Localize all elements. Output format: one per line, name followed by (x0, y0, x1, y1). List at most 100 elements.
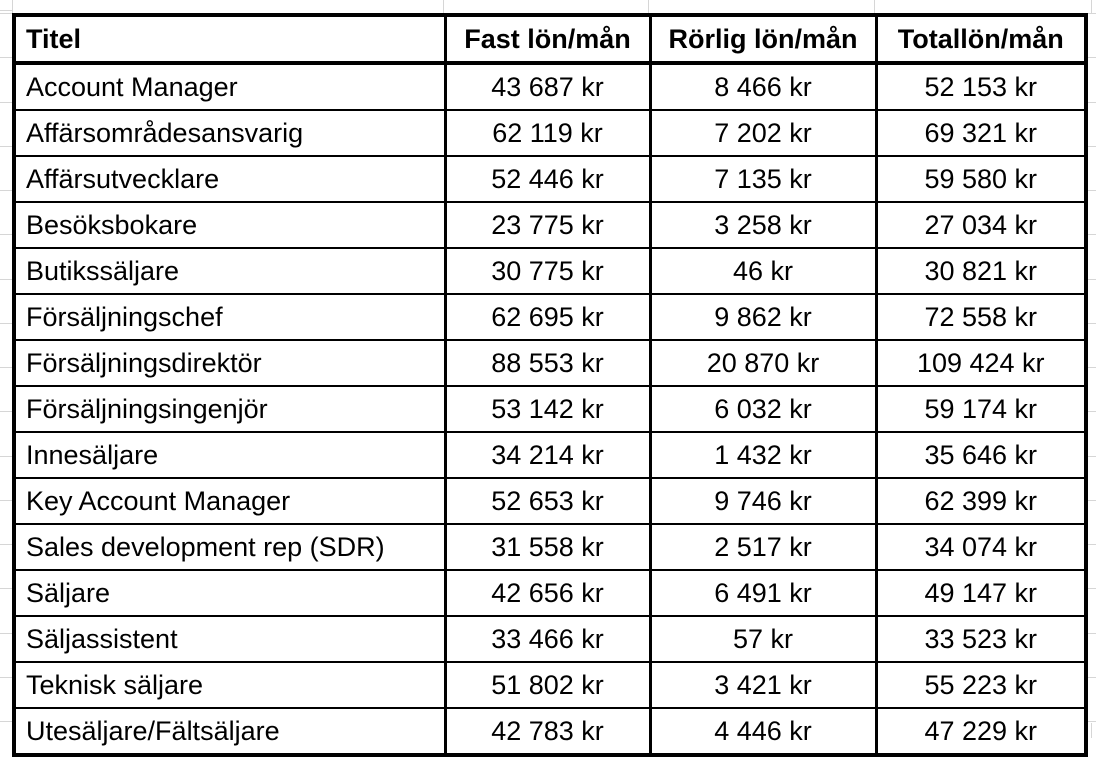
value-cell[interactable]: 30 821 kr (874, 247, 1088, 295)
value-cell[interactable]: 57 kr (648, 615, 878, 663)
spreadsheet-gridline (1084, 146, 1096, 147)
value-cell[interactable]: 3 421 kr (648, 661, 878, 709)
value-cell[interactable]: 7 202 kr (648, 109, 878, 157)
value-cell[interactable]: 55 223 kr (874, 661, 1088, 709)
spreadsheet-gridline (0, 190, 12, 191)
title-cell[interactable]: Säljare (12, 569, 447, 617)
spreadsheet-gridline (1084, 13, 1096, 14)
value-cell[interactable]: 52 653 kr (443, 477, 652, 525)
value-cell[interactable]: 9 746 kr (648, 477, 878, 525)
spreadsheet-gridline (1084, 677, 1096, 678)
value-cell[interactable]: 52 446 kr (443, 155, 652, 203)
column-header[interactable]: Totallön/mån (874, 14, 1088, 65)
title-cell[interactable]: Affärsområdesansvarig (12, 109, 447, 157)
spreadsheet-gridline (0, 10, 12, 11)
value-cell[interactable]: 62 695 kr (443, 293, 652, 341)
table-row: Innesäljare 34 214 kr 1 432 kr 35 646 kr (12, 431, 1088, 479)
spreadsheet-gridline (12, 0, 13, 13)
spreadsheet-gridline (0, 367, 12, 368)
table-row: Besöksbokare 23 775 kr 3 258 kr 27 034 kr (12, 201, 1088, 249)
value-cell[interactable]: 59 174 kr (874, 385, 1088, 433)
title-cell[interactable]: Försäljningsingenjör (12, 385, 447, 433)
table-row: Sales development rep (SDR) 31 558 kr 2 51… (12, 523, 1088, 571)
value-cell[interactable]: 9 862 kr (648, 293, 878, 341)
column-header[interactable]: Titel (12, 14, 447, 65)
value-cell[interactable]: 4 446 kr (648, 707, 878, 756)
value-cell[interactable]: 33 466 kr (443, 615, 652, 663)
value-cell[interactable]: 7 135 kr (648, 155, 878, 203)
title-cell[interactable]: Sales development rep (SDR) (12, 523, 447, 571)
spreadsheet-gridline (0, 721, 12, 722)
value-cell[interactable]: 30 775 kr (443, 247, 652, 295)
value-cell[interactable]: 59 580 kr (874, 155, 1088, 203)
table-row: Säljassistent 33 466 kr 57 kr 33 523 kr (12, 615, 1088, 663)
spreadsheet-gridline (1084, 323, 1096, 324)
value-cell[interactable]: 72 558 kr (874, 293, 1088, 341)
spreadsheet-gridline (1084, 500, 1096, 501)
value-cell[interactable]: 2 517 kr (648, 523, 878, 571)
value-cell[interactable]: 49 147 kr (874, 569, 1088, 617)
value-cell[interactable]: 46 kr (648, 247, 878, 295)
value-cell[interactable]: 52 153 kr (874, 62, 1088, 111)
title-cell[interactable]: Försäljningschef (12, 293, 447, 341)
spreadsheet-gridline (0, 456, 12, 457)
spreadsheet-gridline (0, 588, 12, 589)
value-cell[interactable]: 62 119 kr (443, 109, 652, 157)
value-cell[interactable]: 43 687 kr (443, 62, 652, 111)
title-cell[interactable]: Försäljningsdirektör (12, 339, 447, 387)
table-row: Butikssäljare 30 775 kr 46 kr 30 821 kr (12, 247, 1088, 295)
value-cell[interactable]: 6 491 kr (648, 569, 878, 617)
table-row: Säljare 42 656 kr 6 491 kr 49 147 kr (12, 569, 1088, 617)
value-cell[interactable]: 109 424 kr (874, 339, 1088, 387)
spreadsheet-gridline (0, 102, 12, 103)
title-cell[interactable]: Affärsutvecklare (12, 155, 447, 203)
value-cell[interactable]: 34 074 kr (874, 523, 1088, 571)
table-row: Teknisk säljare 51 802 kr 3 421 kr 55 223 k… (12, 661, 1088, 709)
title-cell[interactable]: Teknisk säljare (12, 661, 447, 709)
value-cell[interactable]: 3 258 kr (648, 201, 878, 249)
value-cell[interactable]: 69 321 kr (874, 109, 1088, 157)
spreadsheet-gridline (0, 500, 12, 501)
value-cell[interactable]: 1 432 kr (648, 431, 878, 479)
value-cell[interactable]: 23 775 kr (443, 201, 652, 249)
value-cell[interactable]: 27 034 kr (874, 201, 1088, 249)
value-cell[interactable]: 88 553 kr (443, 339, 652, 387)
table-row: Försäljningsdirektör 88 553 kr 20 870 kr 10… (12, 339, 1088, 387)
value-cell[interactable]: 53 142 kr (443, 385, 652, 433)
table-row: Utesäljare/Fältsäljare 42 783 kr 4 446 kr 4… (12, 707, 1088, 756)
table-row: Affärsområdesansvarig 62 119 kr 7 202 kr 69… (12, 109, 1088, 157)
value-cell[interactable]: 8 466 kr (648, 62, 878, 111)
spreadsheet-gridline (0, 411, 12, 412)
value-cell[interactable]: 33 523 kr (874, 615, 1088, 663)
title-cell[interactable]: Utesäljare/Fältsäljare (12, 707, 447, 756)
spreadsheet-gridline (0, 13, 12, 14)
title-cell[interactable]: Innesäljare (12, 431, 447, 479)
spreadsheet-gridline (1091, 723, 1092, 738)
value-cell[interactable]: 42 656 kr (443, 569, 652, 617)
title-cell[interactable]: Säljassistent (12, 615, 447, 663)
table-row: Account Manager 43 687 kr 8 466 kr 52 153 k… (12, 62, 1088, 111)
value-cell[interactable]: 6 032 kr (648, 385, 878, 433)
column-header[interactable]: Rörlig lön/mån (648, 14, 878, 65)
table-header: Titel Fast lön/mån Rörlig lön/mån Totallön/… (12, 14, 1088, 65)
spreadsheet-gridline (1084, 721, 1096, 722)
value-cell[interactable]: 20 870 kr (648, 339, 878, 387)
title-cell[interactable]: Besöksbokare (12, 201, 447, 249)
value-cell[interactable]: 42 783 kr (443, 707, 652, 756)
value-cell[interactable]: 47 229 kr (874, 707, 1088, 756)
header-row: Titel Fast lön/mån Rörlig lön/mån Totallön/… (12, 14, 1088, 65)
title-cell[interactable]: Account Manager (12, 62, 447, 111)
column-header[interactable]: Fast lön/mån (443, 14, 652, 65)
table-body: Account Manager 43 687 kr 8 466 kr 52 153 k… (12, 62, 1088, 756)
spreadsheet-gridline (1084, 544, 1096, 545)
spreadsheet-gridline (0, 677, 12, 678)
title-cell[interactable]: Key Account Manager (12, 477, 447, 525)
value-cell[interactable]: 35 646 kr (874, 431, 1088, 479)
value-cell[interactable]: 51 802 kr (443, 661, 652, 709)
spreadsheet-gridline (0, 57, 12, 58)
value-cell[interactable]: 34 214 kr (443, 431, 652, 479)
value-cell[interactable]: 31 558 kr (443, 523, 652, 571)
value-cell[interactable]: 62 399 kr (874, 477, 1088, 525)
title-cell[interactable]: Butikssäljare (12, 247, 447, 295)
spreadsheet-gridline (0, 279, 12, 280)
